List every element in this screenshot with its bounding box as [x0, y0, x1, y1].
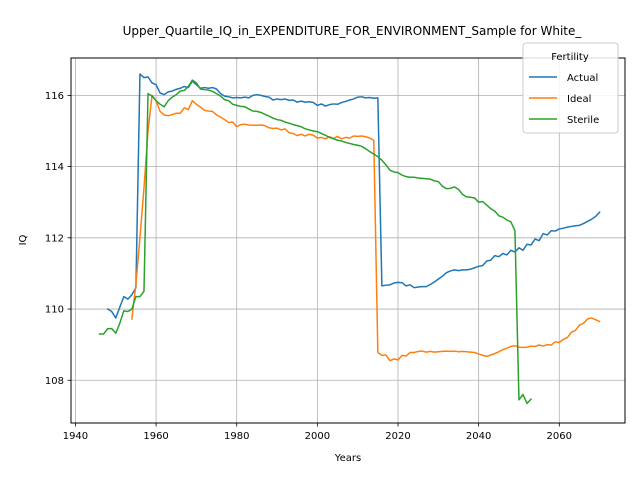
- x-tick-label: 2020: [385, 431, 410, 442]
- x-tick-label: 2000: [305, 431, 330, 442]
- x-axis-label: Years: [334, 453, 361, 464]
- y-tick-label: 110: [45, 305, 64, 316]
- series-line-sterile: [98, 79, 533, 405]
- x-tick-label: 2060: [547, 431, 572, 442]
- legend-label-sterile: Sterile: [567, 115, 599, 126]
- y-axis-label: IQ: [18, 234, 29, 245]
- y-tick-label: 108: [45, 376, 64, 387]
- plot-frame: [70, 57, 626, 424]
- x-tick-label: 1980: [224, 431, 249, 442]
- legend-box: [522, 42, 619, 134]
- x-tick-label: 1960: [143, 431, 168, 442]
- series-line-ideal: [131, 94, 601, 362]
- x-tick-label: 1940: [63, 431, 88, 442]
- y-tick-label: 116: [45, 91, 64, 102]
- y-axis: 108 110 112 114 116: [45, 91, 71, 387]
- y-tick-label: 114: [45, 162, 64, 173]
- chart-title: Upper_Quartile_IQ_in_EXPENDITURE_FOR_ENV…: [123, 24, 583, 38]
- legend-label-ideal: Ideal: [567, 94, 591, 105]
- y-tick-label: 112: [45, 233, 64, 244]
- plot-area: [98, 73, 601, 405]
- legend-label-actual: Actual: [567, 73, 598, 84]
- x-axis: 1940 1960 1980 2000 2020 2040 2060: [63, 423, 572, 442]
- legend: Fertility Actual Ideal Sterile: [522, 42, 619, 134]
- x-tick-label: 2040: [466, 431, 491, 442]
- grid-lines: [71, 58, 625, 423]
- legend-title: Fertility: [551, 52, 589, 63]
